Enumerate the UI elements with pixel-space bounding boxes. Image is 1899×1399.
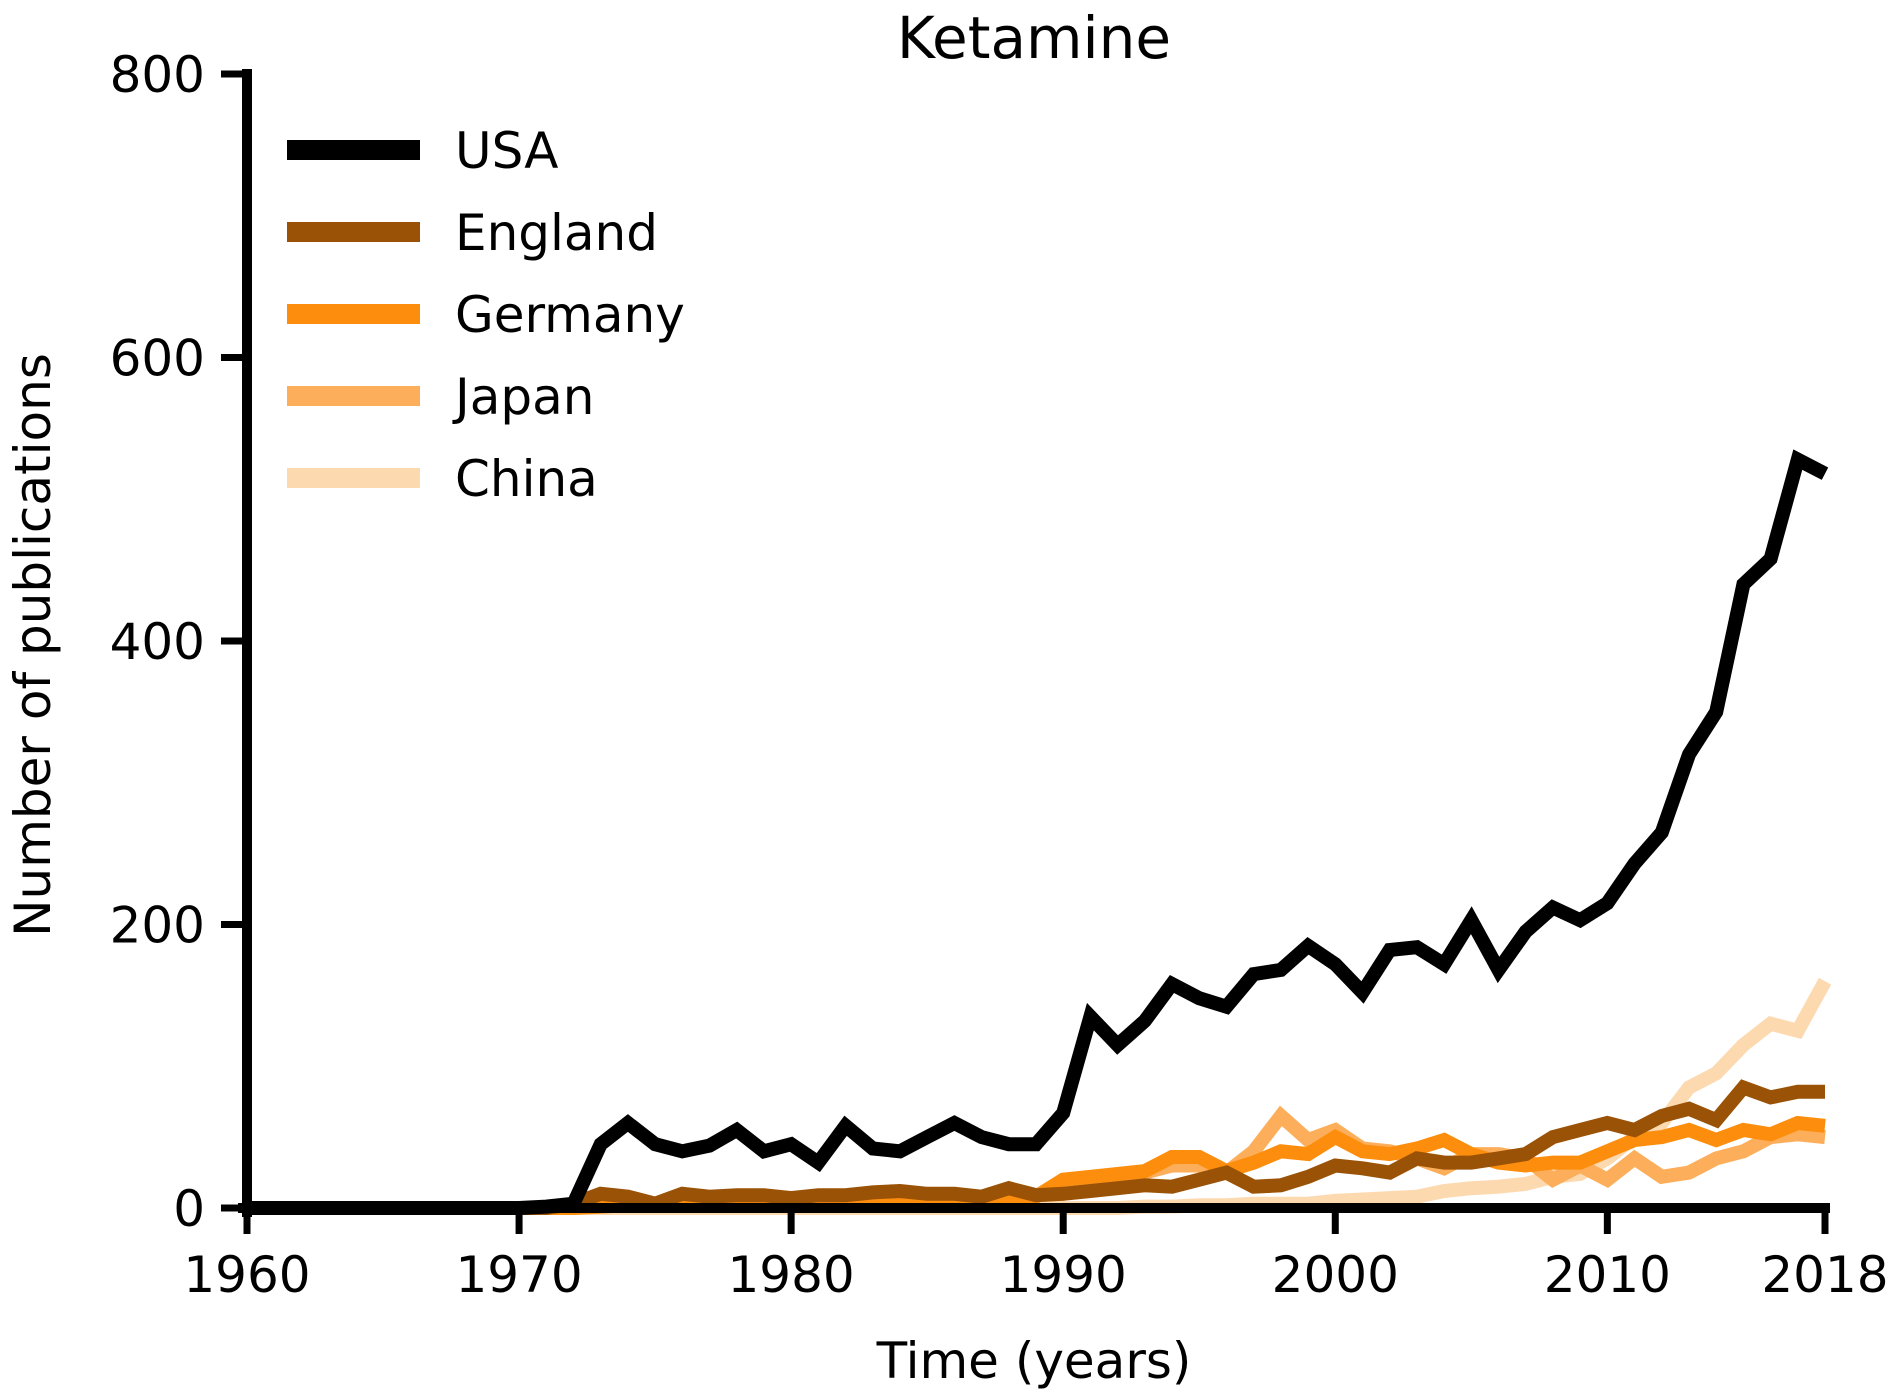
x-tick-label-2010: 2010 (1544, 1246, 1671, 1304)
y-axis-label: Number of publications (4, 353, 62, 937)
x-tick-label-1960: 1960 (183, 1246, 310, 1304)
legend-label-china: China (455, 450, 598, 508)
y-tick-label-800: 800 (110, 46, 205, 104)
y-tick-label-400: 400 (110, 613, 205, 671)
y-tick-label-0: 0 (173, 1180, 205, 1238)
x-axis-label: Time (years) (876, 1332, 1192, 1390)
y-tick-label-600: 600 (110, 330, 205, 388)
legend-label-usa: USA (455, 122, 558, 180)
x-tick-label-1990: 1990 (1000, 1246, 1127, 1304)
x-tick-label-1970: 1970 (455, 1246, 582, 1304)
x-tick-label-2018: 2018 (1761, 1246, 1888, 1304)
x-tick-label-2000: 2000 (1272, 1246, 1399, 1304)
series-lines (247, 449, 1832, 1215)
axes: 0 200 400 600 800 1960 1970 1980 1990 2000 2010 201… (110, 46, 1889, 1304)
x-tick-label-1980: 1980 (728, 1246, 855, 1304)
legend: USA England Germany Japan China (287, 122, 685, 508)
legend-label-germany: Germany (455, 286, 685, 344)
legend-label-england: England (455, 204, 658, 262)
y-tick-label-200: 200 (110, 897, 205, 955)
chart-title: Ketamine (897, 4, 1171, 72)
legend-label-japan: Japan (452, 368, 594, 426)
series-line-usa (247, 449, 1829, 1215)
